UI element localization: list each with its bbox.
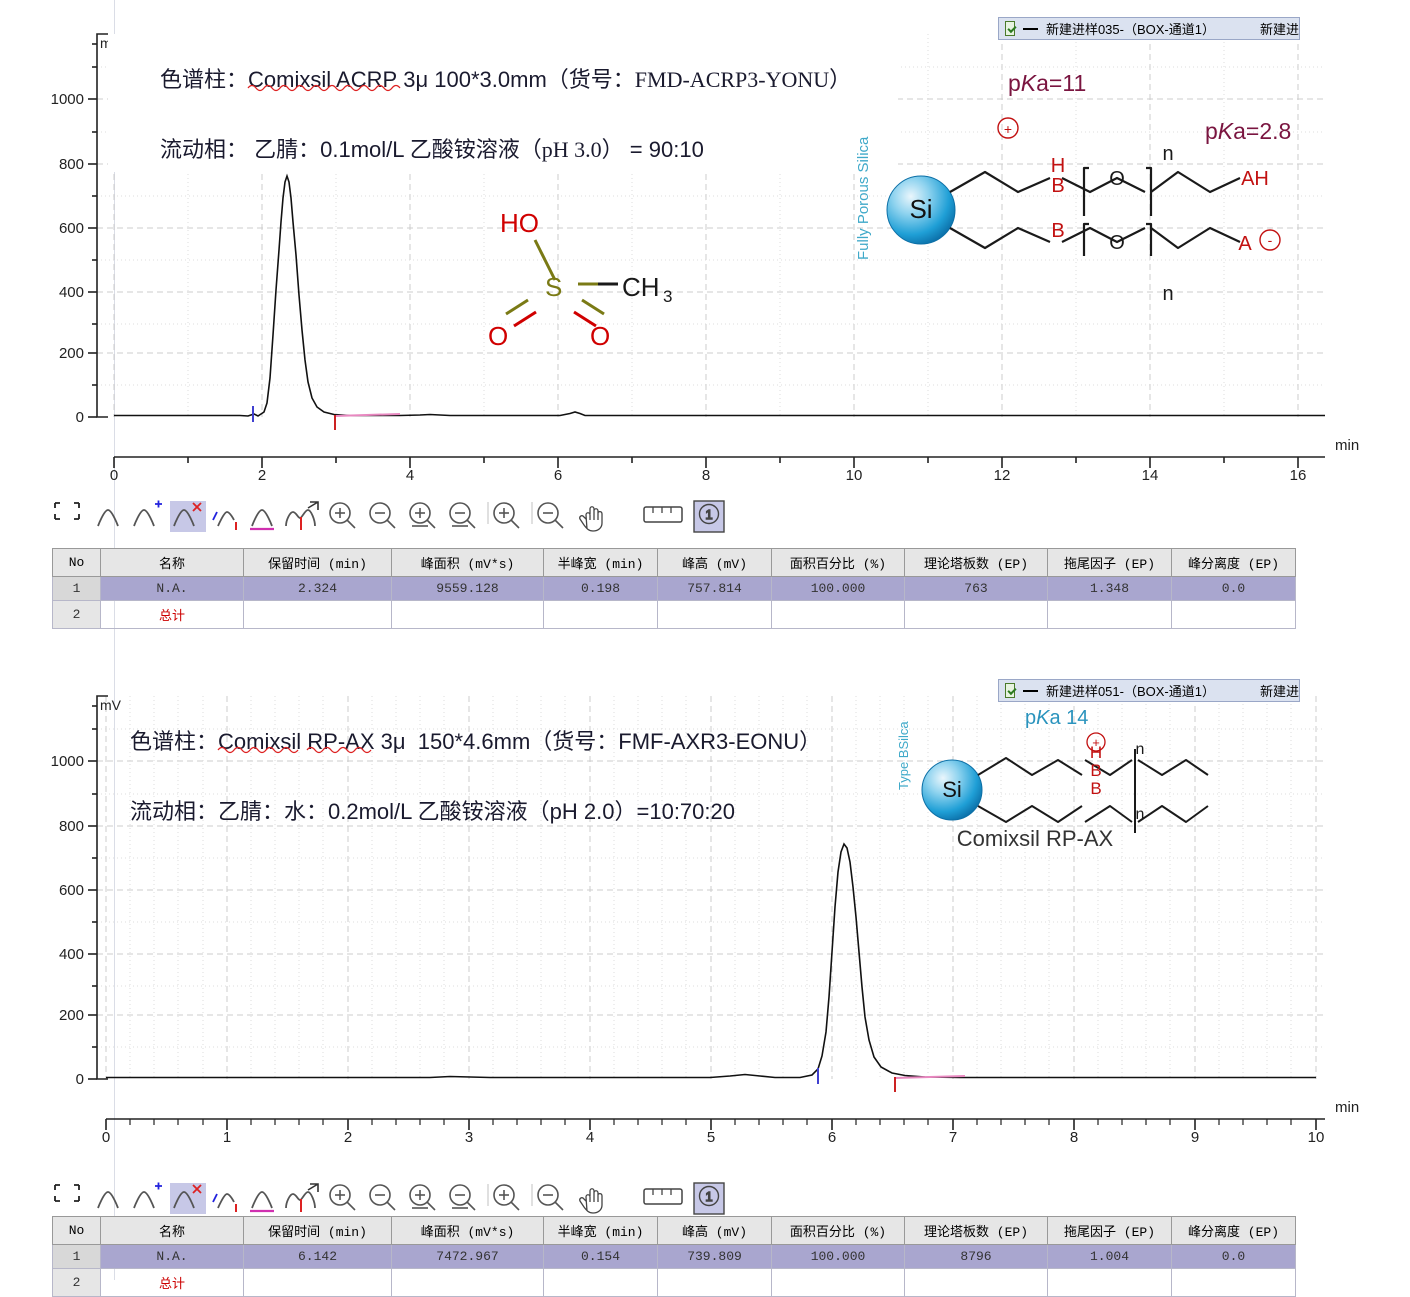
svg-text:B: B [1051, 175, 1064, 197]
svg-text:-: - [1268, 232, 1273, 248]
svg-text:+: + [1092, 735, 1100, 750]
svg-text:B: B [1090, 779, 1101, 798]
svg-text:n: n [1162, 143, 1173, 165]
svg-text:n: n [1136, 806, 1145, 823]
svg-text:Si: Si [909, 194, 932, 224]
svg-text:H: H [1051, 155, 1065, 177]
svg-text:n: n [1136, 741, 1145, 758]
svg-text:1: 1 [705, 1189, 712, 1204]
svg-text:O: O [1109, 168, 1125, 190]
svg-text:Si: Si [942, 777, 962, 802]
svg-text:B: B [1090, 761, 1101, 780]
svg-text:n: n [1162, 283, 1173, 305]
svg-text:pKa 14: pKa 14 [1025, 707, 1088, 729]
svg-text:Fully Porous Silica: Fully Porous Silica [855, 136, 872, 260]
svg-text:Type BSilca: Type BSilca [896, 721, 911, 790]
svg-text:A: A [1238, 233, 1252, 255]
svg-text:B: B [1051, 220, 1064, 242]
svg-text:O: O [1109, 232, 1125, 254]
svg-text:Comixsil RP-AX: Comixsil RP-AX [957, 826, 1114, 851]
svg-text:1: 1 [705, 507, 712, 522]
svg-text:+: + [1004, 121, 1012, 137]
svg-text:AH: AH [1241, 168, 1269, 190]
